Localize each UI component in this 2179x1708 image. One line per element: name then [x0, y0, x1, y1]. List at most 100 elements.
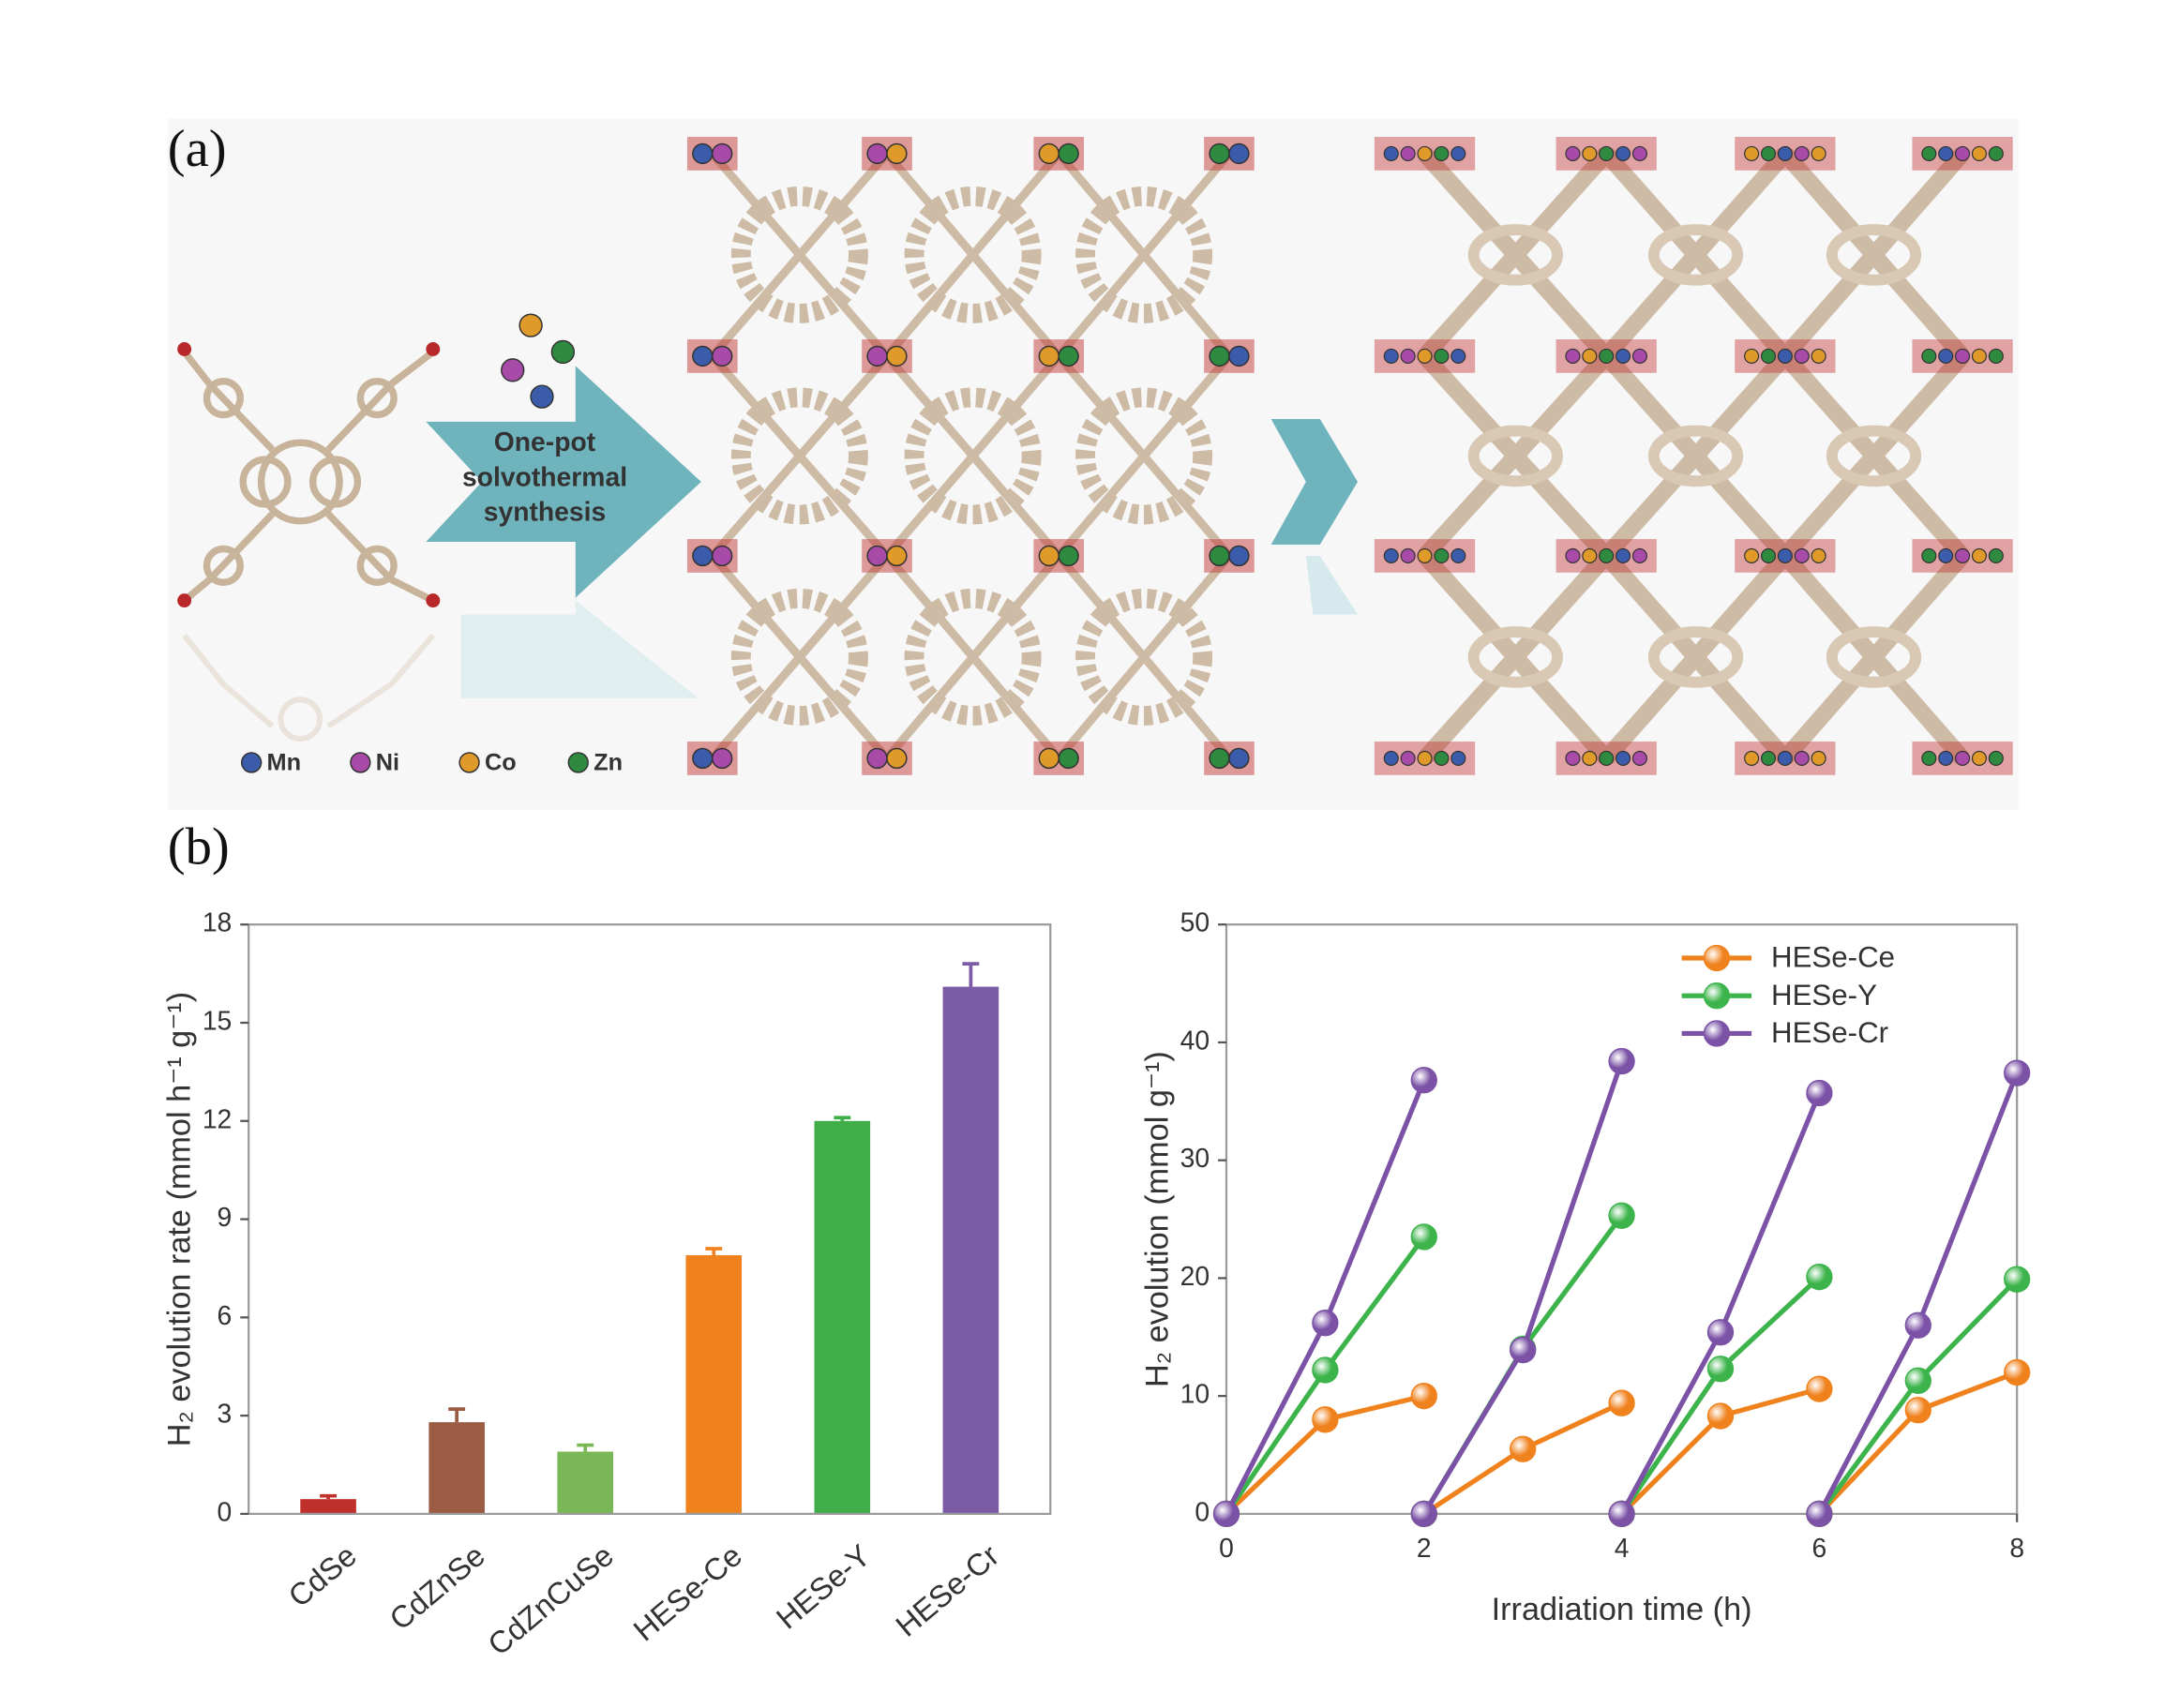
linker-reflection [182, 633, 436, 742]
metal-ion [530, 384, 554, 409]
metal-ion [1615, 348, 1631, 364]
plot-frame [248, 923, 1052, 1516]
y-tick-label: 12 [203, 1103, 232, 1133]
pore-ring [1826, 626, 1922, 688]
metal-ion [1582, 547, 1598, 563]
metal-ion [1631, 348, 1648, 364]
data-point [1312, 1406, 1339, 1433]
linker [1055, 553, 1148, 660]
linker [1055, 252, 1148, 359]
metal-ion [1971, 145, 1988, 161]
arrow-text: One-pot [494, 427, 596, 457]
metal-ion [1450, 547, 1466, 563]
metal-ion [866, 142, 888, 165]
metal-ion [1038, 545, 1059, 567]
metal-ion [866, 545, 888, 567]
bar [428, 1422, 485, 1514]
arrow-text: solvothermal [462, 461, 627, 491]
y-tick-label: 0 [1195, 1496, 1210, 1526]
metal-ion [1228, 345, 1250, 367]
y-tick-label: 0 [218, 1496, 233, 1526]
metal-ion [1955, 348, 1971, 364]
arrow-text: synthesis [484, 497, 607, 527]
data-point [1706, 1319, 1735, 1346]
linker [1418, 549, 1613, 764]
data-point [1608, 1389, 1635, 1416]
linker [709, 251, 804, 359]
metal-ion [1599, 145, 1615, 161]
metal-ion [1955, 547, 1971, 563]
metal-ion [1417, 348, 1433, 364]
metal-ion [1615, 145, 1631, 161]
metal-ion [1228, 747, 1250, 770]
x-tick-label: CdZnSe [383, 1537, 491, 1637]
metal-ion [1777, 547, 1793, 563]
metal-ion [1988, 547, 2004, 563]
metal-ion [1383, 750, 1399, 766]
metal-ion [1400, 145, 1416, 161]
linker [1779, 350, 1969, 562]
pore-ring [1075, 588, 1213, 726]
data-point [1410, 1383, 1437, 1410]
metal-ion [1744, 145, 1760, 161]
metal-ion [712, 747, 733, 770]
metal-ion [1615, 547, 1631, 563]
metal-ion [1938, 547, 1954, 563]
metal-ion [692, 747, 714, 770]
linker [969, 252, 1062, 359]
metal-ion [1921, 145, 1937, 161]
linker [1418, 147, 1613, 362]
metal-ion [1744, 547, 1760, 563]
data-point [1312, 1356, 1339, 1384]
y-tick-label: 20 [1180, 1261, 1210, 1291]
metal-ion [1938, 750, 1954, 766]
metal-ion [1599, 750, 1615, 766]
metal-ion [1971, 750, 1988, 766]
panel-label: (a) [168, 120, 227, 178]
linker [969, 151, 1062, 258]
metal-ion [1760, 348, 1777, 364]
x-tick-label: HESe-Cr [889, 1537, 1005, 1643]
linker [709, 654, 804, 761]
metal-ion [1811, 348, 1826, 364]
legend-marker [1703, 982, 1731, 1010]
metal-ion [1434, 750, 1450, 766]
metal-ion [1434, 547, 1450, 563]
data-point [1904, 1311, 1931, 1339]
metal-ion [1811, 145, 1826, 161]
metal-ion [1228, 545, 1250, 567]
y-axis-label: H₂ evolution (mmol g⁻¹) [1140, 1051, 1176, 1387]
linker-molecule [181, 349, 436, 604]
metal-ion [1417, 145, 1433, 161]
metal-ion [1209, 142, 1230, 165]
pore-ring [904, 387, 1042, 525]
y-tick-label: 18 [203, 907, 232, 937]
arrow-reflection [460, 600, 699, 698]
metal-ion [1760, 145, 1777, 161]
linker [969, 553, 1062, 660]
data-point [2004, 1358, 2031, 1386]
metal-ion [1038, 142, 1059, 165]
metal-ion [1811, 547, 1826, 563]
pore-ring [1467, 626, 1564, 688]
linker [1779, 148, 1969, 362]
data-point [1706, 1356, 1735, 1383]
legend-label: HESe-Cr [1771, 1016, 1888, 1049]
metal-ion [1383, 547, 1399, 563]
metal-ion [1565, 547, 1581, 563]
x-tick-label: 8 [2009, 1533, 2024, 1563]
linker [796, 150, 891, 258]
linker [1140, 654, 1233, 761]
metal-ions [501, 313, 576, 409]
linker [1600, 147, 1792, 362]
pore-ring [1647, 425, 1744, 487]
metal-ion [1565, 145, 1581, 161]
linker [883, 654, 977, 761]
metal-ion [1058, 345, 1079, 367]
pore-ring [904, 588, 1042, 726]
molecule-ends [177, 342, 441, 608]
metal-ion [1400, 547, 1416, 563]
data-point [1904, 1367, 1931, 1394]
metal-ion [1599, 547, 1615, 563]
data-point [1608, 1047, 1635, 1075]
